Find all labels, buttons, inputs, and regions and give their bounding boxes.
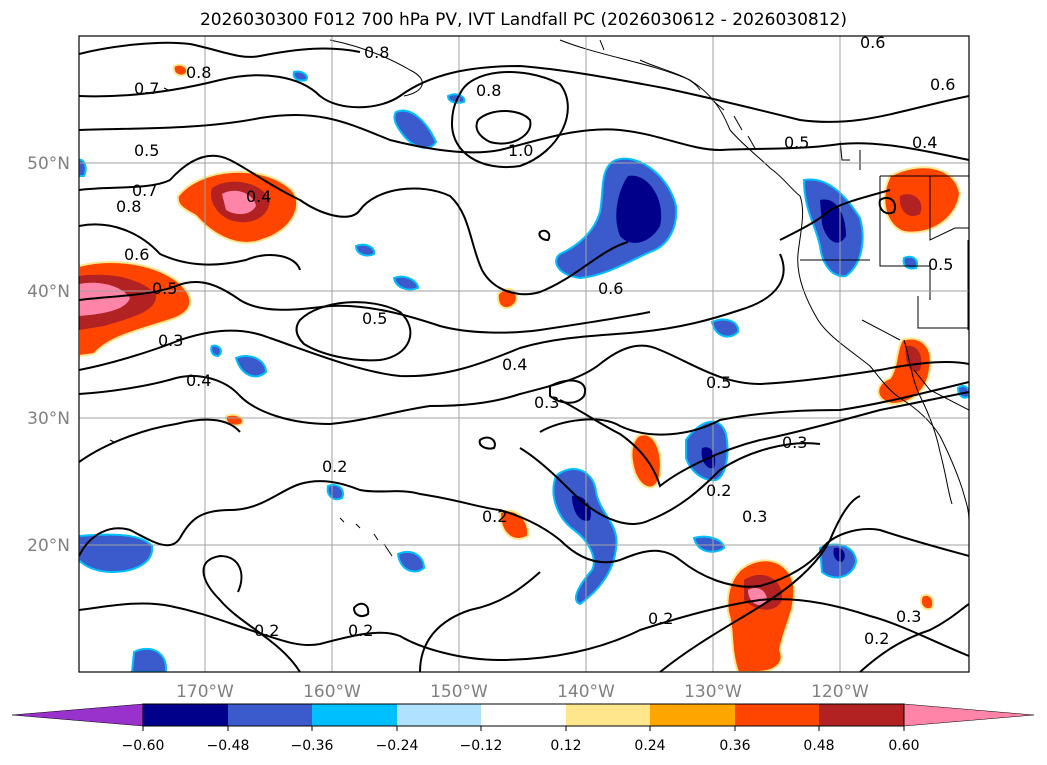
colorbar-tick-label: 0.24 xyxy=(634,738,665,754)
contour-label: 0.4 xyxy=(912,133,937,152)
colorbar-segment xyxy=(143,704,228,726)
colorbar: −0.60 −0.48 −0.36 −0.24 −0.12 0.12 0.24 … xyxy=(11,703,1035,754)
contour-label: 0.5 xyxy=(706,373,731,392)
contour-label: 0.2 xyxy=(348,621,373,640)
lon-label: 120°W xyxy=(811,682,869,702)
contour-label: 0.3 xyxy=(896,607,921,626)
lon-label: 170°W xyxy=(176,682,234,702)
contour-label-layer: 0.7 0.8 0.8 0.6 0.8 1.0 0.6 0.5 0.4 0.5 … xyxy=(116,33,955,648)
contour-label: 0.4 xyxy=(186,371,211,390)
lon-label: 150°W xyxy=(430,682,488,702)
pv-negative-region xyxy=(79,70,969,672)
contour-label: 0.2 xyxy=(864,629,889,648)
contour-label: 0.3 xyxy=(534,393,559,412)
contour-label: 0.3 xyxy=(158,331,183,350)
contour-label: 0.5 xyxy=(362,309,387,328)
colorbar-segment xyxy=(228,704,312,726)
colorbar-tick-label: −0.36 xyxy=(291,738,334,754)
pv-positive-region xyxy=(883,166,962,234)
lat-label: 30°N xyxy=(27,409,70,429)
contour-label: 0.2 xyxy=(482,507,507,526)
contour-label: 0.6 xyxy=(124,245,149,264)
colorbar-segment xyxy=(397,704,481,726)
colorbar-tick-label: −0.60 xyxy=(122,738,165,754)
pv-positive-region xyxy=(726,559,796,672)
colorbar-segment xyxy=(819,704,904,726)
colorbar-extend-low xyxy=(11,703,144,727)
coastline-layer xyxy=(109,39,969,557)
colorbar-ticks xyxy=(142,726,905,731)
lat-label: 40°N xyxy=(27,282,70,302)
contour-label: 0.7 xyxy=(134,79,159,98)
colorbar-segment xyxy=(312,704,397,726)
contour-label: 0.5 xyxy=(928,255,953,274)
contour-label: 0.7 xyxy=(132,181,157,200)
pv-negative-region xyxy=(552,468,618,606)
pv-positive-region xyxy=(176,170,299,244)
contour-label: 0.5 xyxy=(152,279,177,298)
colorbar-segment xyxy=(481,704,566,726)
colorbar-tick-label: 0.48 xyxy=(803,738,834,754)
contour-label: 0.3 xyxy=(742,507,767,526)
lon-label: 130°W xyxy=(684,682,742,702)
colorbar-frame xyxy=(142,703,905,727)
colorbar-segment xyxy=(735,704,819,726)
colorbar-tick-label: 0.36 xyxy=(719,738,750,754)
contour-label: 0.5 xyxy=(134,141,159,160)
contour-label: 0.4 xyxy=(502,355,527,374)
lon-label: 160°W xyxy=(303,682,361,702)
contour-label: 0.2 xyxy=(254,621,279,640)
lat-label: 50°N xyxy=(27,154,70,174)
colorbar-tick-label: −0.12 xyxy=(460,738,503,754)
colorbar-tick-label: −0.24 xyxy=(376,738,419,754)
colorbar-tick-label: 0.12 xyxy=(550,738,581,754)
pv-positive-region xyxy=(630,433,662,489)
contour-label: 0.8 xyxy=(476,81,501,100)
colorbar-segment xyxy=(650,704,735,726)
pv-positive-region xyxy=(79,261,192,358)
contour-label: 0.6 xyxy=(930,75,955,94)
colorbar-segment xyxy=(566,704,650,726)
contour-label: 0.5 xyxy=(784,133,809,152)
colorbar-tick-label: 0.60 xyxy=(888,738,919,754)
contour-label: 0.6 xyxy=(598,279,623,298)
contour-label: 0.2 xyxy=(706,481,731,500)
pv-negative-region xyxy=(555,157,678,280)
map-frame xyxy=(78,35,970,673)
colorbar-extend-high xyxy=(903,703,1035,727)
contour-label: 0.3 xyxy=(782,433,807,452)
pv-fill-layer xyxy=(79,63,969,672)
contour-label: 0.6 xyxy=(860,33,885,52)
contour-label: 0.2 xyxy=(648,609,673,628)
lat-label: 20°N xyxy=(27,536,70,556)
chart-title: 2026030300 F012 700 hPa PV, IVT Landfall… xyxy=(199,10,847,30)
contour-label: 0.8 xyxy=(364,43,389,62)
pv-negative-region xyxy=(802,178,864,278)
contour-label: 0.4 xyxy=(246,187,271,206)
lon-label: 140°W xyxy=(557,682,615,702)
colorbar-tick-label: −0.48 xyxy=(207,738,250,754)
contour-label: 0.8 xyxy=(186,63,211,82)
pv-contour-layer xyxy=(79,41,969,672)
contour-label: 0.8 xyxy=(116,197,141,216)
contour-label: 0.2 xyxy=(322,457,347,476)
contour-label: 1.0 xyxy=(508,141,533,160)
